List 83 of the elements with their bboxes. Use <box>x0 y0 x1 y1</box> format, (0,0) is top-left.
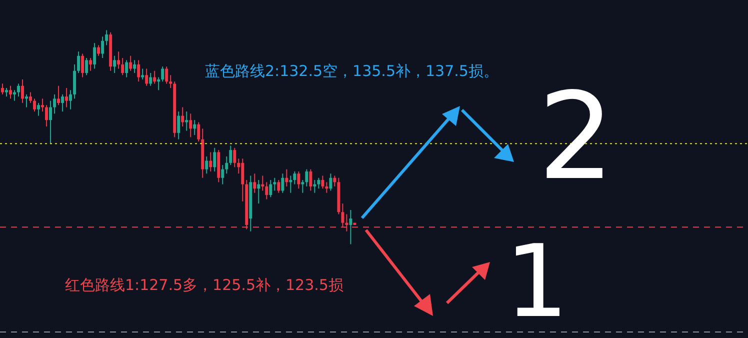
candlestick <box>329 173 332 192</box>
candlestick <box>101 36 104 59</box>
candlestick <box>205 156 208 174</box>
text: 2 <box>538 68 614 207</box>
candlestick <box>325 182 328 194</box>
candlestick <box>333 175 336 187</box>
candlestick <box>321 175 324 190</box>
candlestick <box>137 60 140 82</box>
candlestick <box>77 51 80 74</box>
candlestick <box>189 113 192 138</box>
candlestick <box>221 164 224 185</box>
candlestick <box>277 180 280 194</box>
text: 1 <box>505 223 569 338</box>
candlestick <box>297 170 300 190</box>
candlestick <box>349 209 352 245</box>
candlestick <box>69 90 72 110</box>
candlestick <box>213 147 216 172</box>
candlestick <box>13 90 16 102</box>
candlestick <box>49 100 52 144</box>
candlestick <box>121 58 124 76</box>
candlestick <box>273 177 276 192</box>
candlestick <box>265 182 268 200</box>
candlestick <box>93 42 96 70</box>
candlestick <box>345 214 348 232</box>
candlestick <box>45 104 48 127</box>
candlestick <box>177 111 180 140</box>
candlestick <box>65 87 68 108</box>
candlestick <box>233 147 236 168</box>
candlestick <box>301 180 304 194</box>
candlestick <box>37 102 40 116</box>
candlestick <box>257 180 260 204</box>
candlestick <box>289 175 292 194</box>
candlestick <box>141 68 144 80</box>
candlestick <box>149 72 152 86</box>
candlestick <box>29 92 32 104</box>
candlestick <box>253 173 256 194</box>
candlestick <box>41 98 44 112</box>
candlestick <box>241 158 244 202</box>
candlestick <box>9 85 12 100</box>
candlestick <box>61 94 64 112</box>
candlestick <box>113 55 116 74</box>
candlestick <box>17 83 20 98</box>
candlestick <box>185 111 188 132</box>
candlestick <box>161 66 164 82</box>
annotation: 蓝色路线2:132.5空，135.5补，137.5损。 <box>205 62 498 81</box>
candlestick <box>125 60 128 78</box>
candlestick <box>117 51 120 70</box>
candlestick <box>105 30 108 46</box>
candlestick <box>341 203 344 228</box>
candlestick <box>269 180 272 198</box>
candlestick <box>293 170 296 185</box>
candlestick <box>309 168 312 192</box>
candlestick <box>89 58 92 72</box>
candlestick <box>153 70 156 84</box>
candlestick <box>197 122 200 142</box>
candlestick <box>261 175 264 192</box>
candlestick <box>225 156 228 174</box>
candlestick <box>209 152 212 172</box>
candlestick <box>21 78 24 104</box>
candlestick <box>229 145 232 166</box>
candlestick <box>169 74 172 88</box>
candlestick <box>73 64 76 100</box>
candlestick <box>181 106 184 127</box>
candlestick <box>85 58 88 76</box>
candlestick <box>145 68 148 86</box>
candlestick <box>313 180 316 194</box>
candlestick <box>165 66 168 84</box>
candlestick <box>281 173 284 194</box>
candlestick <box>1 83 4 95</box>
candlestick <box>97 44 100 56</box>
candlestick <box>157 76 160 91</box>
candlestick <box>33 98 36 112</box>
candlestick <box>129 55 132 72</box>
candlestick <box>53 94 56 114</box>
text: 红色路线1:127.5多，125.5补，123.5损 <box>65 276 344 295</box>
candlestick <box>305 168 308 187</box>
candlestick <box>133 60 136 74</box>
candlestick <box>317 177 320 190</box>
candlestick <box>81 53 84 78</box>
candlestick <box>57 85 60 106</box>
candlestick <box>285 168 288 187</box>
candlestick <box>193 120 196 136</box>
candlestick <box>25 94 28 108</box>
